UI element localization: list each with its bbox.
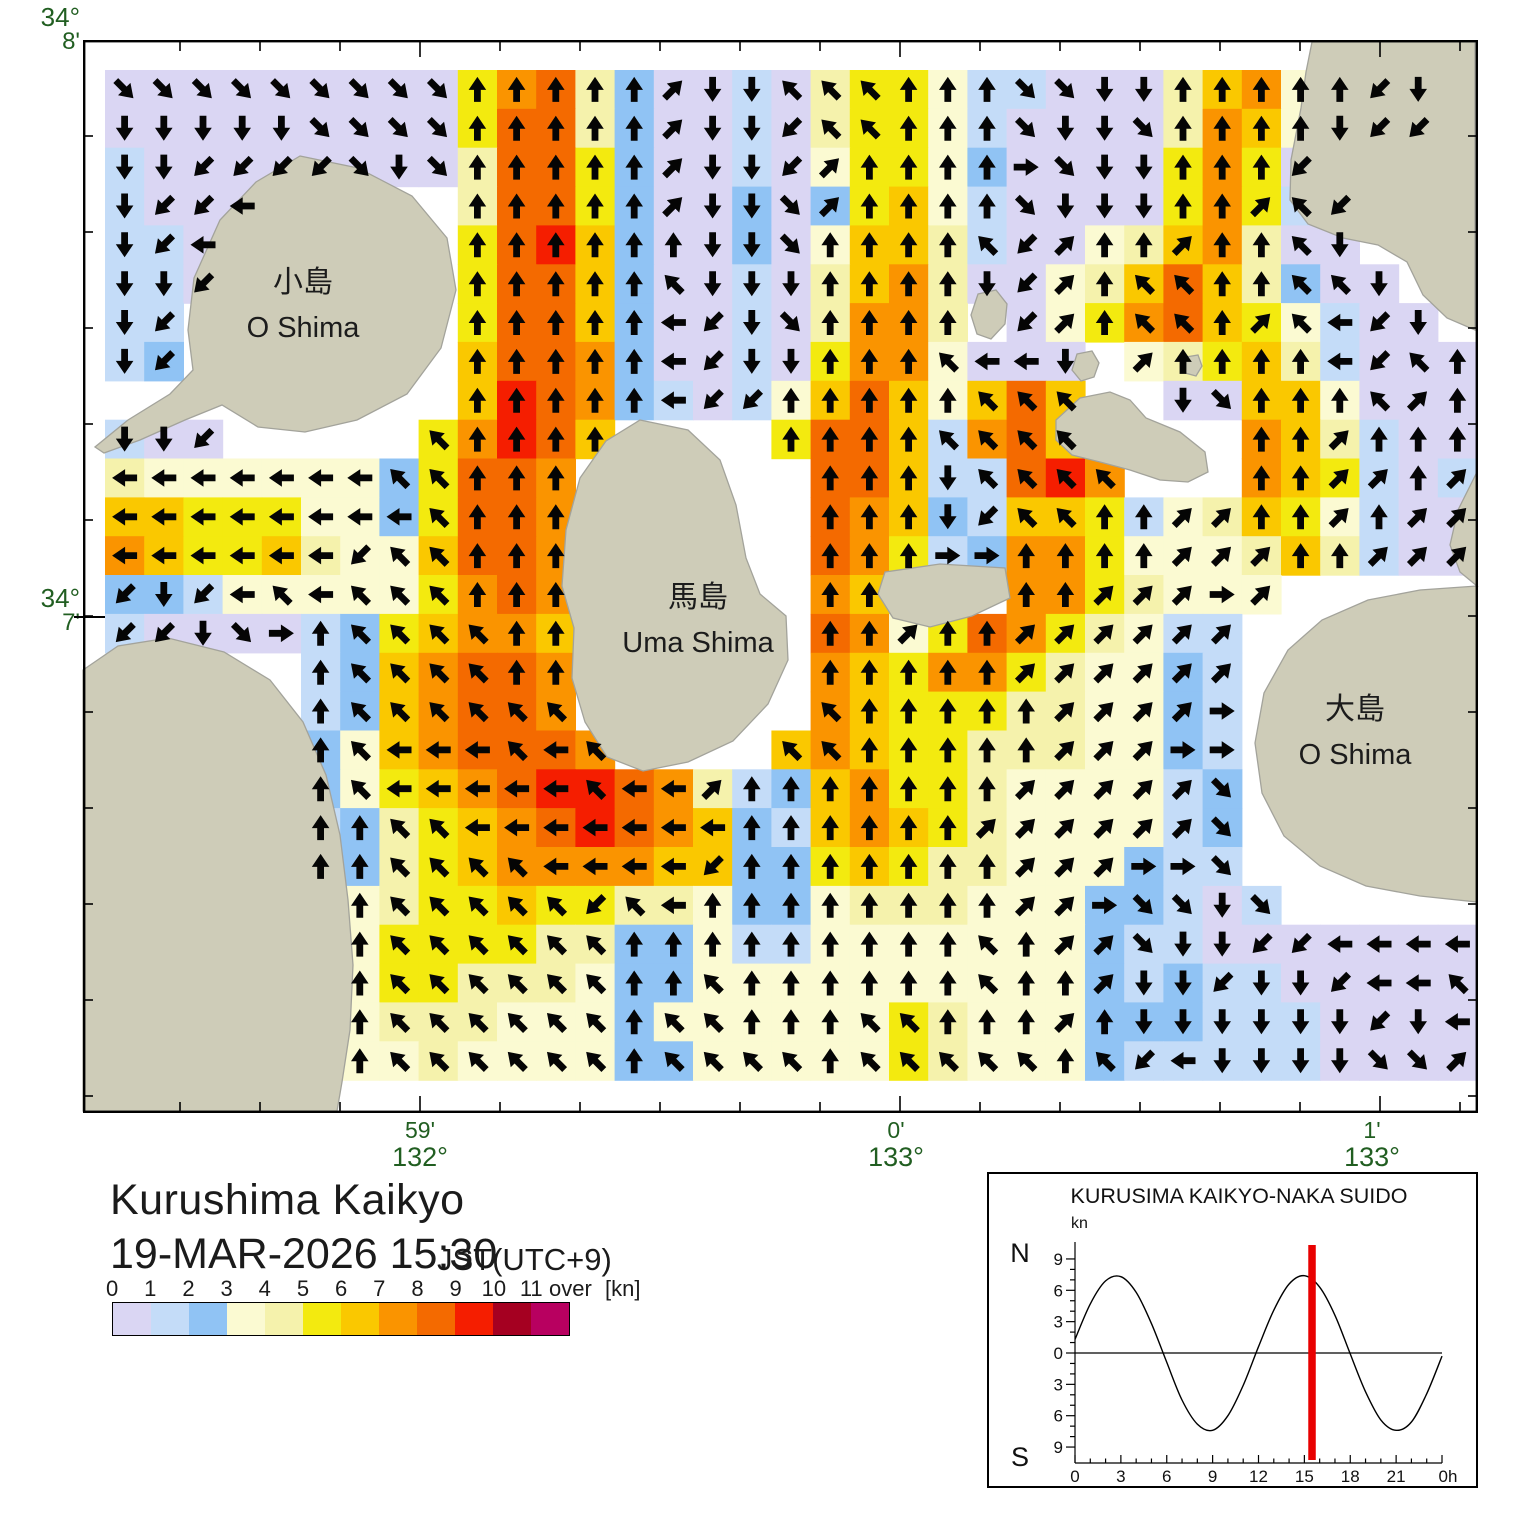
svg-text:9: 9 (1054, 1438, 1063, 1457)
svg-text:21: 21 (1387, 1467, 1406, 1486)
svg-text:12: 12 (1249, 1467, 1268, 1486)
svg-text:6: 6 (1054, 1407, 1063, 1426)
legend-swatch (417, 1303, 455, 1335)
legend-tick: 7 (373, 1276, 386, 1301)
legend-swatch (493, 1303, 531, 1335)
current-arrows (112, 76, 1470, 1074)
legend-tick: 4 (258, 1276, 271, 1301)
island-name-jp: 馬島 (668, 581, 728, 614)
legend-tick: 10 (481, 1276, 507, 1301)
longitude-label: 0' 133° (836, 1118, 956, 1172)
legend-swatch (113, 1303, 151, 1335)
island-name-jp: 大島 (1325, 693, 1385, 726)
speed-legend: 0 1 2 3 4 5 6 7 8 9 10 11 over [kn] (106, 1276, 812, 1336)
svg-text:0: 0 (1070, 1467, 1079, 1486)
inset-south-label: S (1011, 1442, 1029, 1472)
island-name-en: O Shima (1299, 739, 1413, 771)
legend-swatch (189, 1303, 227, 1335)
island-labels: 小島 O Shima 馬島 Uma Shima 大島 O Shima (247, 266, 1413, 771)
legend-swatch (303, 1303, 341, 1335)
island-name-en: Uma Shima (622, 627, 774, 659)
legend-tick: 2 (182, 1276, 195, 1301)
svg-text:3: 3 (1116, 1467, 1125, 1486)
chart-timezone: JST(UTC+9) (437, 1242, 612, 1277)
longitude-degree: 133° (1344, 1141, 1400, 1172)
legend-tick: 11 (519, 1276, 543, 1301)
chart-datetime: 19-MAR-2026 15:30 (110, 1230, 498, 1278)
legend-color-bar (112, 1302, 570, 1336)
legend-swatch (531, 1303, 569, 1335)
svg-text:15: 15 (1295, 1467, 1314, 1486)
current-chart-map: 小島 O Shima 馬島 Uma Shima 大島 O Shima (74, 40, 1479, 1113)
svg-text:0: 0 (1054, 1344, 1063, 1363)
legend-tick: 6 (335, 1276, 348, 1301)
lat-label-34-7: 34° 7' (28, 585, 80, 635)
inset-unit-label: kn (1071, 1215, 1088, 1232)
longitude-degree: 132° (392, 1141, 448, 1172)
svg-text:3: 3 (1054, 1375, 1063, 1394)
map-frame (83, 40, 1478, 1113)
lat-degree: 34° (40, 583, 80, 613)
legend-swatch (455, 1303, 493, 1335)
title-block: Kurushima Kaikyo 19-MAR-2026 15:30 JST(U… (110, 1176, 612, 1278)
map-ticks (74, 42, 1476, 1111)
legend-over-label: over (549, 1276, 592, 1301)
longitude-minute: 1' (1363, 1117, 1381, 1143)
inset-title: KURUSIMA KAIKYO-NAKA SUIDO (1071, 1184, 1408, 1208)
island-name-en: O Shima (247, 312, 361, 344)
svg-text:0h: 0h (1439, 1467, 1458, 1486)
legend-swatch (379, 1303, 417, 1335)
lat-degree: 34° (40, 2, 80, 32)
lat-label-34-8: 34° 8' (28, 4, 80, 54)
legend-swatch (341, 1303, 379, 1335)
svg-text:9: 9 (1054, 1250, 1063, 1269)
longitude-degree: 133° (868, 1141, 924, 1172)
legend-tick-labels: 0 1 2 3 4 5 6 7 8 9 10 11 over [kn] (106, 1276, 812, 1301)
island-name-jp: 小島 (273, 266, 333, 299)
longitude-minute: 59' (405, 1117, 435, 1143)
legend-swatch (151, 1303, 189, 1335)
legend-tick: 0 (106, 1276, 119, 1301)
legend-swatch (265, 1303, 303, 1335)
lat-minute: 8' (62, 28, 80, 55)
legend-tick: 1 (144, 1276, 157, 1301)
svg-text:18: 18 (1341, 1467, 1360, 1486)
legend-tick: 9 (449, 1276, 462, 1301)
legend-tick: 3 (220, 1276, 233, 1301)
current-map-svg: 小島 O Shima 馬島 Uma Shima 大島 O Shima (74, 40, 1479, 1113)
inset-axes (1066, 1242, 1443, 1464)
legend-tick: 8 (411, 1276, 424, 1301)
legend-swatch (227, 1303, 265, 1335)
svg-text:6: 6 (1054, 1281, 1063, 1300)
longitude-minute: 0' (887, 1117, 905, 1143)
tidal-curve (1074, 1274, 1443, 1432)
inset-frame (987, 1172, 1478, 1488)
tidal-curve-inset: KURUSIMA KAIKYO-NAKA SUIDO kn N S 9 6 3 0 3 6 9 0 3 6… (987, 1172, 1478, 1488)
land-masses (82, 41, 1479, 1112)
longitude-label: 1' 133° (1312, 1118, 1432, 1172)
svg-text:9: 9 (1208, 1467, 1217, 1486)
svg-text:6: 6 (1162, 1467, 1171, 1486)
legend-tick: 5 (296, 1276, 310, 1301)
legend-unit-label: [kn] (605, 1276, 641, 1301)
inset-north-label: N (1010, 1238, 1030, 1268)
lat-minute: 7' (62, 609, 80, 636)
svg-text:3: 3 (1054, 1313, 1063, 1332)
chart-title: Kurushima Kaikyo (110, 1176, 465, 1224)
longitude-label: 59' 132° (360, 1118, 480, 1172)
